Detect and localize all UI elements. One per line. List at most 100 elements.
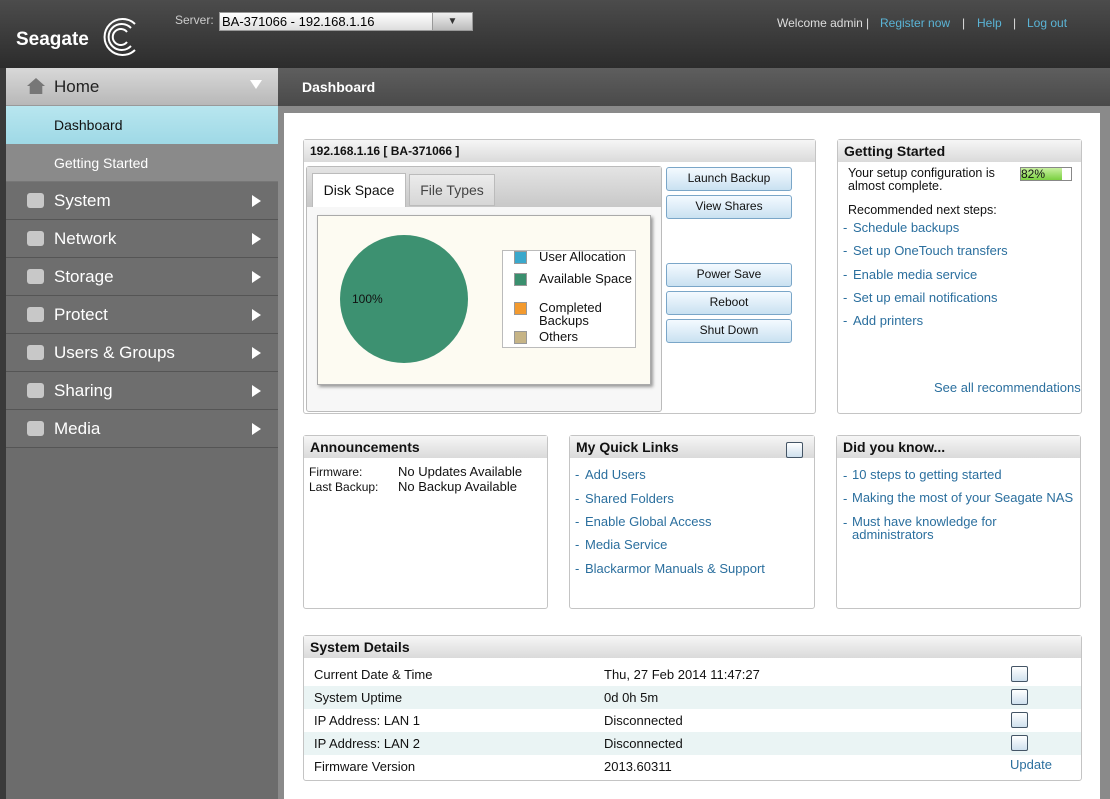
step-link[interactable]: Set up email notifications: [853, 290, 998, 305]
header-link[interactable]: Help: [977, 16, 1002, 30]
nav-home[interactable]: Home: [6, 68, 278, 106]
action-button[interactable]: Shut Down: [666, 319, 792, 343]
bullet: -: [575, 467, 580, 482]
header-bar: [0, 0, 1110, 68]
tip-link[interactable]: Must have knowledge for administrators: [852, 514, 997, 542]
bullet: -: [843, 290, 848, 305]
panel-title: System Details: [304, 636, 1081, 658]
next-label: Recommended next steps:: [848, 203, 997, 217]
nav-label: Sharing: [54, 381, 113, 400]
announce-label: Firmware:: [309, 465, 363, 479]
legend-label: Completed Backups: [539, 300, 602, 328]
nav-item[interactable]: Users & Groups: [6, 334, 278, 372]
nav-item[interactable]: Network: [6, 220, 278, 258]
detail-row: [304, 686, 1081, 709]
legend-label: Available Space: [539, 271, 632, 286]
nav-label: System: [54, 191, 111, 210]
bullet: -: [843, 313, 848, 328]
nav-item[interactable]: Storage: [6, 258, 278, 296]
action-button[interactable]: View Shares: [666, 195, 792, 219]
step-link[interactable]: Schedule backups: [853, 220, 960, 235]
edit-button[interactable]: [1011, 689, 1028, 705]
update-link[interactable]: Update: [1010, 757, 1052, 772]
server-label: Server:: [175, 13, 214, 27]
bullet: -: [843, 267, 848, 282]
action-button[interactable]: Launch Backup: [666, 167, 792, 191]
nav-label: Home: [54, 77, 100, 96]
nav-item[interactable]: System: [6, 182, 278, 220]
header-link[interactable]: Log out: [1027, 16, 1068, 30]
server-select[interactable]: BA-371066 - 192.168.1.16 ▼: [219, 12, 473, 31]
see-all-link[interactable]: See all recommendations: [934, 380, 1081, 395]
step-link[interactable]: Enable media service: [853, 267, 978, 282]
step-link[interactable]: Set up OneTouch transfers: [853, 243, 1008, 258]
detail-label: IP Address: LAN 2: [314, 736, 420, 751]
step-link[interactable]: Add printers: [853, 313, 924, 328]
panel-title: Did you know...: [837, 436, 1080, 458]
tab[interactable]: File Types: [409, 174, 495, 206]
separator: |: [962, 16, 966, 30]
nav-arrow: [252, 347, 261, 359]
nav-label: Users & Groups: [54, 343, 175, 362]
legend-swatch: [514, 302, 527, 315]
detail-label: System Uptime: [314, 690, 403, 705]
bullet: -: [575, 561, 580, 576]
nav-sub-item[interactable]: Dashboard: [6, 106, 278, 144]
nav-label: Storage: [54, 267, 114, 286]
nav-icon: [27, 307, 44, 322]
nav-item[interactable]: Media: [6, 410, 278, 448]
progress-label: 82%: [1021, 167, 1046, 181]
tab-active[interactable]: Disk Space: [312, 173, 406, 207]
nav-icon: [27, 269, 44, 284]
quick-link[interactable]: Media Service: [585, 537, 668, 552]
edit-button[interactable]: [1011, 735, 1028, 751]
separator: |: [1013, 16, 1017, 30]
edit-button[interactable]: [786, 442, 803, 458]
nav-arrow: [252, 423, 261, 435]
detail-value: 2013.60311: [604, 759, 672, 774]
nav-arrow: [252, 385, 261, 397]
header-link[interactable]: Register now: [880, 16, 951, 30]
detail-label: Firmware Version: [314, 759, 416, 774]
did-you-know-panel: Did you know...: [836, 435, 1081, 609]
bullet: -: [575, 491, 580, 506]
nav-arrow: [252, 195, 261, 207]
sidebar: [0, 68, 6, 799]
detail-row: [304, 755, 1081, 778]
edit-button[interactable]: [1011, 712, 1028, 728]
progress-fill: [1021, 168, 1062, 180]
action-button[interactable]: Reboot: [666, 291, 792, 315]
edit-button[interactable]: [1011, 666, 1028, 682]
tip-link[interactable]: 10 steps to getting started: [852, 467, 1002, 482]
bullet: -: [843, 515, 848, 530]
legend-swatch: [514, 273, 527, 286]
logo-icon: [103, 18, 136, 56]
legend-label: User Allocation: [539, 249, 626, 264]
panel-title: My Quick Links: [570, 436, 814, 458]
panel-title: 192.168.1.16 [ BA-371066 ]: [304, 140, 815, 162]
nav-item[interactable]: Sharing: [6, 372, 278, 410]
action-button[interactable]: Power Save: [666, 263, 792, 287]
panel-title: Announcements: [304, 436, 547, 458]
nav-item[interactable]: Protect: [6, 296, 278, 334]
title-bar: [278, 68, 1110, 106]
nav-icon: [27, 193, 44, 208]
pie-slice: [340, 235, 468, 363]
quick-link[interactable]: Enable Global Access: [585, 514, 712, 529]
detail-value: Disconnected: [604, 713, 683, 728]
detail-row: [304, 663, 1081, 686]
bullet: -: [843, 243, 848, 258]
detail-row: [304, 709, 1081, 732]
quick-link[interactable]: Blackarmor Manuals & Support: [585, 561, 765, 576]
announce-label: Last Backup:: [309, 480, 379, 494]
quick-link[interactable]: Add Users: [585, 467, 646, 482]
quick-link[interactable]: Shared Folders: [585, 491, 674, 506]
bullet: -: [843, 220, 848, 235]
tip-link[interactable]: Making the most of your Seagate NAS: [852, 490, 1074, 505]
nav-sub-item[interactable]: Getting Started: [6, 144, 278, 182]
detail-label: IP Address: LAN 1: [314, 713, 420, 728]
home-icon: [27, 78, 45, 94]
pie-label: 100%: [352, 292, 383, 306]
panel-title: Getting Started: [838, 140, 1081, 162]
